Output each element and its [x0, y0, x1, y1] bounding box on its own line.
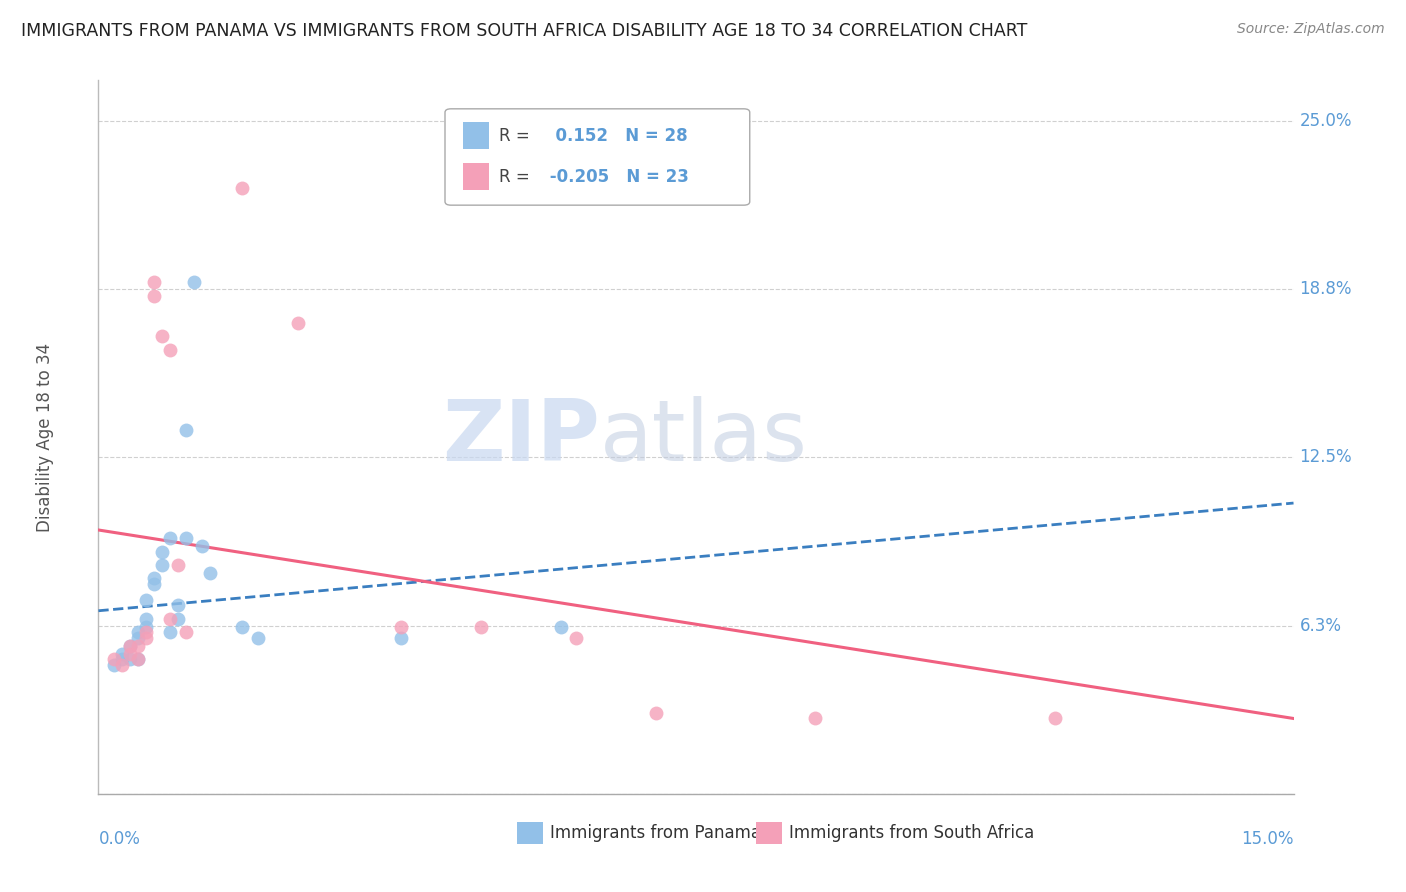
Text: 18.8%: 18.8%	[1299, 280, 1353, 298]
Point	[135, 625, 157, 640]
Point	[103, 657, 125, 672]
Text: 15.0%: 15.0%	[1241, 830, 1294, 847]
Point	[565, 631, 588, 645]
Point	[167, 612, 190, 626]
Text: Source: ZipAtlas.com: Source: ZipAtlas.com	[1237, 22, 1385, 37]
Point	[1043, 711, 1066, 725]
Point	[174, 423, 197, 437]
Point	[167, 558, 190, 572]
Point	[246, 631, 269, 645]
Point	[120, 647, 142, 661]
Point	[231, 620, 253, 634]
Point	[120, 652, 142, 666]
Point	[111, 657, 134, 672]
Point	[120, 639, 142, 653]
Point	[150, 558, 173, 572]
Point	[150, 329, 173, 343]
Text: 0.152   N = 28: 0.152 N = 28	[544, 127, 688, 145]
Text: Disability Age 18 to 34: Disability Age 18 to 34	[35, 343, 53, 532]
Point	[135, 593, 157, 607]
Text: 6.3%: 6.3%	[1299, 616, 1341, 634]
Point	[135, 631, 157, 645]
Point	[127, 652, 149, 666]
Point	[127, 625, 149, 640]
Point	[111, 652, 134, 666]
Point	[389, 631, 412, 645]
Point	[183, 275, 205, 289]
Text: IMMIGRANTS FROM PANAMA VS IMMIGRANTS FROM SOUTH AFRICA DISABILITY AGE 18 TO 34 C: IMMIGRANTS FROM PANAMA VS IMMIGRANTS FRO…	[21, 22, 1028, 40]
FancyBboxPatch shape	[446, 109, 749, 205]
Point	[470, 620, 492, 634]
Point	[389, 620, 412, 634]
Point	[159, 612, 181, 626]
Text: 12.5%: 12.5%	[1299, 449, 1353, 467]
Point	[143, 571, 166, 585]
Point	[174, 625, 197, 640]
Point	[550, 620, 572, 634]
Text: ZIP: ZIP	[443, 395, 600, 479]
Point	[159, 531, 181, 545]
Point	[103, 652, 125, 666]
FancyBboxPatch shape	[756, 822, 782, 844]
FancyBboxPatch shape	[517, 822, 543, 844]
Point	[127, 631, 149, 645]
Text: R =: R =	[499, 168, 530, 186]
Point	[191, 539, 214, 553]
Point	[231, 181, 253, 195]
Point	[143, 275, 166, 289]
Point	[159, 343, 181, 357]
Point	[111, 647, 134, 661]
Point	[120, 639, 142, 653]
Point	[127, 652, 149, 666]
Point	[127, 639, 149, 653]
Point	[159, 625, 181, 640]
Text: Immigrants from South Africa: Immigrants from South Africa	[789, 824, 1035, 842]
Point	[143, 289, 166, 303]
Point	[287, 316, 309, 330]
Point	[135, 612, 157, 626]
Point	[198, 566, 221, 580]
Point	[150, 544, 173, 558]
FancyBboxPatch shape	[463, 163, 489, 190]
Point	[645, 706, 668, 720]
Point	[804, 711, 827, 725]
Point	[174, 531, 197, 545]
Text: -0.205   N = 23: -0.205 N = 23	[544, 168, 689, 186]
Text: 0.0%: 0.0%	[98, 830, 141, 847]
Text: R =: R =	[499, 127, 530, 145]
FancyBboxPatch shape	[463, 122, 489, 150]
Point	[143, 577, 166, 591]
Text: 25.0%: 25.0%	[1299, 112, 1353, 129]
Text: atlas: atlas	[600, 395, 808, 479]
Text: Immigrants from Panama: Immigrants from Panama	[550, 824, 761, 842]
Point	[135, 620, 157, 634]
Point	[167, 599, 190, 613]
